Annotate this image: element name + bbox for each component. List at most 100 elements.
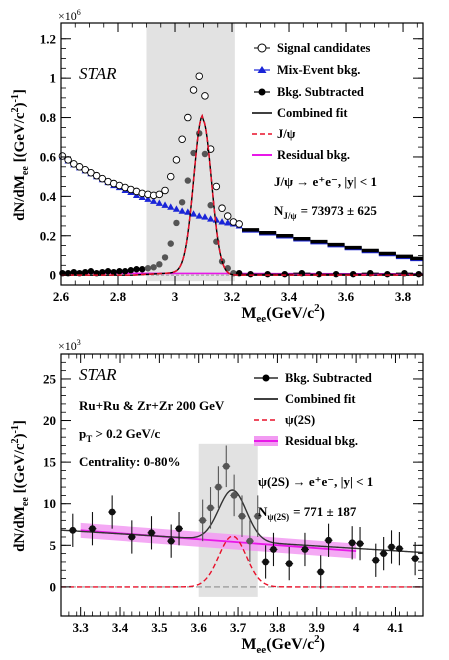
bkg-subtracted-point (395, 545, 403, 553)
bkg-subtracted-point (110, 268, 117, 276)
signal-candidate-point (201, 92, 209, 100)
signal-candidate-point (92, 171, 101, 180)
jpsi-panel: 2.6 2.8 3 3.2 3.4 3.6 3.8 0 0.2 0.4 0.6 0.8 1 1.2 ×10… (10, 8, 424, 325)
legend-item-combined-fit: Combined fit (254, 392, 356, 406)
exponent-label: ×106 (58, 8, 81, 23)
legend-marker-open-circle (257, 43, 267, 53)
legend-item-residual: Residual bkg. (254, 434, 358, 448)
signal-candidate-point (235, 220, 243, 228)
bkg-subtracted-point (199, 516, 207, 524)
bkg-subtracted-point (281, 270, 288, 278)
y-tick-label: 5 (50, 538, 57, 553)
signal-candidate-point (81, 166, 89, 174)
y-tick-label: 0 (50, 268, 57, 283)
bkg-subtracted-point (349, 270, 357, 278)
jpsi-signal-curve (61, 113, 423, 276)
x-tick-label: 3 (172, 289, 179, 304)
decay-channel-annotation: J/ψ → e⁺e⁻, |y| < 1 (274, 174, 377, 189)
signal-window-band (198, 443, 258, 597)
legend-item-bkg-subtracted: Bkg. Subtracted (254, 371, 372, 385)
bkg-subtracted-point (207, 202, 214, 209)
legend-label: Combined fit (285, 392, 356, 406)
bkg-subtracted-point (128, 533, 136, 541)
legend-item-bkg-subtracted: Bkg. Subtracted (254, 85, 364, 99)
bkg-subtracted-point (348, 539, 356, 547)
mix-event-point (144, 195, 152, 202)
bkg-subtracted-point (380, 550, 388, 558)
bkg-subtracted-point (262, 558, 270, 566)
bkg-subtracted-point (356, 540, 364, 548)
decay-channel-annotation: ψ(2S) → e⁺e⁻, |y| < 1 (258, 474, 373, 489)
signal-candidate-point (155, 190, 164, 199)
bkg-subtracted-point (264, 270, 271, 278)
bkg-subtracted-point (301, 546, 309, 553)
legend: Bkg. Subtracted Combined fit ψ(2S) Resid… (254, 371, 372, 448)
bkg-subtracted-point (82, 268, 89, 276)
bkg-subtracted-point (270, 546, 277, 553)
bkg-subtracted-point (150, 264, 157, 271)
legend-item-residual: Residual bkg. (252, 148, 350, 162)
x-tick-label: 3.6 (191, 620, 208, 635)
bkg-subtracted-point (222, 462, 230, 470)
bkg-subtracted-point (388, 543, 395, 551)
bkg-subtracted-point (411, 555, 419, 563)
bkg-subtracted-point (127, 267, 135, 274)
bkg-subtracted-point (230, 491, 238, 499)
bkg-subtracted-point (139, 266, 146, 273)
legend-item-psi2s: ψ(2S) (254, 413, 315, 427)
x-tick-label: 3.8 (269, 620, 286, 635)
bkg-subtracted-point (175, 525, 183, 533)
bkg-subtracted-point (173, 219, 180, 227)
legend-label: Combined fit (277, 106, 348, 120)
psi2s-panel: 3.3 3.4 3.5 3.6 3.7 3.8 3.9 4 4.1 0 5 10 15 20 25 ×103… (10, 338, 424, 656)
signal-candidate-point (87, 168, 95, 177)
legend-marker-filled-circle (262, 374, 270, 382)
y-tick-label: 0.8 (40, 110, 57, 125)
x-tick-label: 3.4 (281, 289, 298, 304)
x-tick-label: 3.2 (224, 289, 240, 304)
x-tick-label: 4.1 (387, 620, 403, 635)
legend-label: Mix-Event bkg. (277, 63, 360, 77)
y-tick-label: 10 (43, 496, 56, 511)
bkg-subtracted-point (178, 199, 186, 206)
jpsi-data-marks (58, 72, 424, 278)
y-axis-label: dN/dMee [(GeV/c2)-1] (10, 89, 31, 221)
bkg-subtracted-point (201, 150, 209, 158)
legend: Signal candidates Mix-Event bkg. Bkg. Su… (252, 41, 371, 162)
y-tick-label: 0.6 (40, 149, 57, 164)
bkg-subtracted-point (317, 568, 325, 576)
signal-candidate-point (212, 182, 221, 191)
mix-event-point (161, 201, 169, 208)
mix-event-point (178, 207, 186, 214)
bkg-subtracted-point (372, 556, 380, 564)
mix-event-point (218, 218, 226, 225)
legend-marker-filled-circle (258, 88, 266, 96)
legend-item-signal: Signal candidates (254, 41, 371, 55)
x-tick-label: 4 (353, 620, 360, 635)
signal-candidate-point (172, 156, 181, 164)
bkg-subtracted-point (285, 560, 293, 567)
mix-event-point (150, 197, 158, 204)
bkg-subtracted-point (87, 268, 95, 275)
psi2s-signal-curve (61, 535, 423, 588)
axis-ticks: 2.6 2.8 3 3.2 3.4 3.6 3.8 0 0.2 0.4 0.6 0.8 1 1.2 (40, 23, 423, 304)
mix-event-point (207, 215, 215, 222)
legend-marker-triangle (257, 66, 267, 73)
bkg-subtracted-point (384, 270, 391, 278)
signal-candidate-point (166, 172, 175, 181)
bkg-subtracted-point (238, 512, 246, 520)
mix-event-point (224, 219, 232, 226)
x-tick-label: 3.8 (395, 289, 412, 304)
y-tick-label: 25 (43, 371, 57, 386)
bkg-subtracted-point (148, 529, 155, 537)
bkg-subtracted-point (207, 504, 214, 512)
yield-annotation: NJ/ψ = 73973 ± 625 (274, 203, 377, 221)
bkg-subtracted-point (116, 268, 123, 275)
bkg-subtracted-point (133, 266, 140, 273)
x-tick-label: 3.4 (112, 620, 129, 635)
bkg-subtracted-point (70, 268, 78, 276)
y-tick-label: 1 (50, 71, 57, 86)
bkg-subtracted-point (246, 537, 254, 545)
axis-ticks: 3.3 3.4 3.5 3.6 3.7 3.8 3.9 4 4.1 0 5 10 15 20 25 (43, 354, 424, 635)
